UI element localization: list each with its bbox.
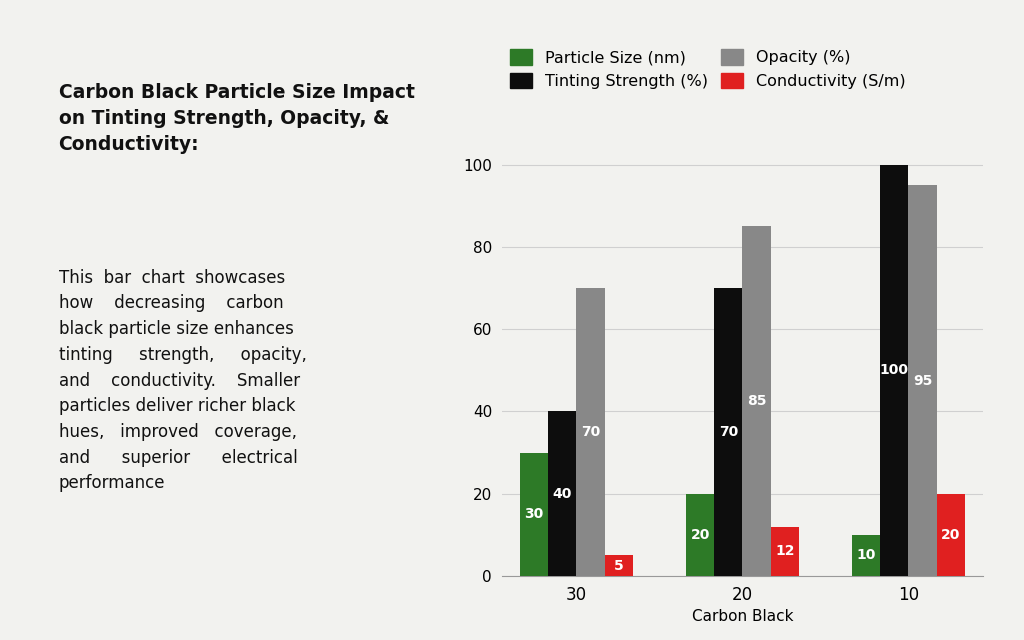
Bar: [937, 493, 965, 576]
Bar: [881, 164, 908, 576]
Text: 12: 12: [775, 544, 795, 558]
Text: 70: 70: [719, 425, 738, 439]
Bar: [771, 527, 799, 576]
Text: 100: 100: [880, 364, 908, 378]
Bar: [742, 227, 771, 576]
Text: Carbon Black Particle Size Impact
on Tinting Strength, Opacity, &
Conductivity:: Carbon Black Particle Size Impact on Tin…: [58, 83, 415, 154]
Text: This  bar  chart  showcases
how    decreasing    carbon
black particle size enha: This bar chart showcases how decreasing …: [58, 269, 306, 492]
Legend: Particle Size (nm), Tinting Strength (%), Opacity (%), Conductivity (S/m): Particle Size (nm), Tinting Strength (%)…: [510, 49, 905, 89]
Bar: [714, 288, 742, 576]
Bar: [686, 493, 714, 576]
Text: 70: 70: [581, 425, 600, 439]
Bar: [852, 535, 881, 576]
Text: 30: 30: [524, 508, 544, 522]
Bar: [577, 288, 604, 576]
Text: 85: 85: [746, 394, 766, 408]
Bar: [604, 556, 633, 576]
Text: 20: 20: [941, 528, 961, 542]
Text: 40: 40: [553, 486, 572, 500]
Bar: [520, 452, 548, 576]
Text: 10: 10: [856, 548, 876, 563]
X-axis label: Carbon Black: Carbon Black: [691, 609, 794, 624]
Text: 20: 20: [690, 528, 710, 542]
Text: 5: 5: [613, 559, 624, 573]
Bar: [908, 185, 937, 576]
Bar: [548, 412, 577, 576]
Text: 95: 95: [912, 374, 932, 388]
